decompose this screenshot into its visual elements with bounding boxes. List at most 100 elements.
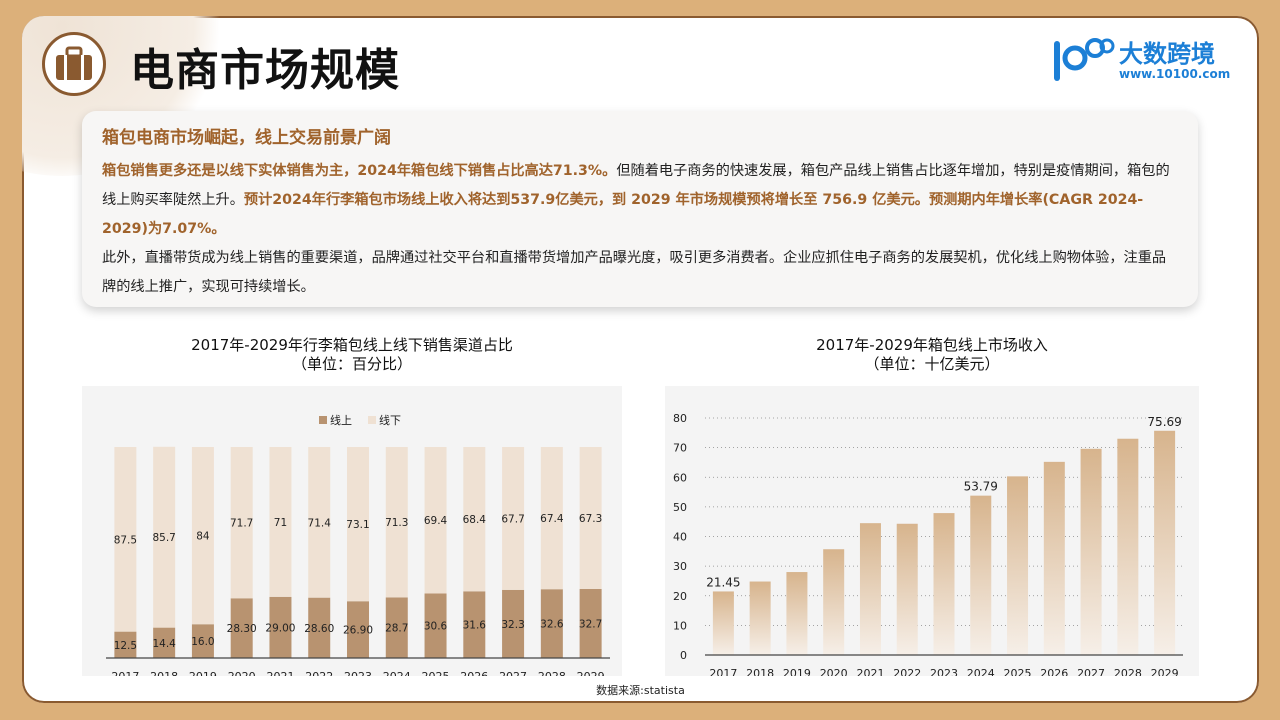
summary-highlight-2: 预计2024年行李箱包市场线上收入将达到537.9亿美元，到 2029 年市场规… xyxy=(102,192,1144,237)
data-label-线下-2023: 73.1 xyxy=(346,519,369,531)
x-tick-2020: 2020 xyxy=(820,667,848,676)
chart2-title-block: 2017年-2029年箱包线上市场收入 （单位：十亿美元） xyxy=(665,336,1199,374)
bar-线上-2026 xyxy=(463,591,486,658)
y-tick-20: 20 xyxy=(673,590,687,603)
y-tick-80: 80 xyxy=(673,412,687,425)
data-label-线上-2027: 32.3 xyxy=(501,619,524,631)
chart2-title: 2017年-2029年箱包线上市场收入 xyxy=(816,336,1048,354)
data-label-线下-2017: 87.5 xyxy=(114,534,137,546)
legend-swatch-线上 xyxy=(319,416,327,424)
bar-revenue-2029 xyxy=(1154,430,1176,655)
logo-url: www.10100.com xyxy=(1119,67,1231,81)
x-tick-2029: 2029 xyxy=(577,670,605,676)
x-tick-2029: 2029 xyxy=(1151,667,1179,676)
x-tick-2023: 2023 xyxy=(930,667,958,676)
legend-swatch-线下 xyxy=(368,416,376,424)
data-label-线下-2021: 71 xyxy=(274,517,287,529)
summary-paragraph-1: 箱包销售更多还是以线下实体销售为主，2024年箱包线下销售占比高达71.3%。但… xyxy=(102,157,1178,244)
data-label-线下-2018: 85.7 xyxy=(152,532,175,544)
data-source: 数据来源:statista xyxy=(596,684,685,697)
data-label-线上-2022: 28.60 xyxy=(304,623,334,635)
data-label-revenue-2024: 53.79 xyxy=(964,480,998,494)
x-tick-2028: 2028 xyxy=(538,670,566,676)
y-tick-40: 40 xyxy=(673,531,687,544)
data-label-线下-2025: 69.4 xyxy=(424,515,448,527)
slide-frame: 电商市场规模 大数跨境 www.10100.com 箱包电商市场崛起，线上交易前… xyxy=(22,16,1259,703)
suitcase-icon xyxy=(42,32,106,96)
x-tick-2027: 2027 xyxy=(499,670,527,676)
y-tick-0: 0 xyxy=(680,649,687,662)
y-tick-70: 70 xyxy=(673,442,687,455)
x-tick-2022: 2022 xyxy=(893,667,921,676)
data-label-线上-2025: 30.6 xyxy=(424,621,448,633)
data-label-revenue-2017: 21.45 xyxy=(706,575,740,589)
bar-线上-2022 xyxy=(308,597,331,658)
data-label-线下-2026: 68.4 xyxy=(463,514,487,526)
data-label-线下-2019: 84 xyxy=(196,531,210,543)
bar-线下-2029 xyxy=(579,447,602,590)
data-label-线上-2023: 26.90 xyxy=(343,625,373,637)
x-tick-2019: 2019 xyxy=(189,670,217,676)
data-label-线下-2028: 67.4 xyxy=(540,513,564,525)
bar-线下-2026 xyxy=(463,447,486,592)
x-tick-2026: 2026 xyxy=(460,670,488,676)
bar-revenue-2022 xyxy=(896,523,918,655)
bar-线上-2020 xyxy=(230,598,253,658)
bar-revenue-2026 xyxy=(1043,461,1065,655)
data-label-线上-2028: 32.6 xyxy=(540,619,564,631)
chart1-title-block: 2017年-2029年行李箱包线上线下销售渠道占比 （单位：百分比） xyxy=(82,336,622,374)
x-tick-2021: 2021 xyxy=(266,670,294,676)
x-tick-2026: 2026 xyxy=(1040,667,1068,676)
x-tick-2028: 2028 xyxy=(1114,667,1142,676)
page-title: 电商市场规模 xyxy=(130,45,400,96)
bar-线下-2022 xyxy=(308,447,331,598)
x-tick-2025: 2025 xyxy=(1004,667,1032,676)
summary-highlight-1: 箱包销售更多还是以线下实体销售为主，2024年箱包线下销售占比高达71.3%。 xyxy=(102,163,617,179)
chart1-panel: 线上 线下 12.5 87.5 2017 14.4 85.7 2018 16.0 84 2019 28… xyxy=(82,386,622,683)
x-tick-2017: 2017 xyxy=(709,667,737,676)
bar-线下-2025 xyxy=(424,447,447,594)
logo-name: 大数跨境 xyxy=(1119,40,1215,68)
bar-线下-2018 xyxy=(153,446,176,628)
x-tick-2018: 2018 xyxy=(746,667,774,676)
online-revenue-chart: 0 10 20 30 40 50 60 70 80 21.45 2017 2018 2019 2020 20… xyxy=(673,412,1183,680)
bar-revenue-2028 xyxy=(1117,438,1139,655)
chart2-panel: 0 10 20 30 40 50 60 70 80 21.45 2017 2018 2019 2020 20… xyxy=(665,386,1199,680)
x-tick-2021: 2021 xyxy=(856,667,884,676)
bar-线下-2017 xyxy=(114,447,137,632)
x-tick-2020: 2020 xyxy=(228,670,256,676)
y-tick-10: 10 xyxy=(673,619,687,632)
brand-logo: 大数跨境 www.10100.com xyxy=(1049,34,1239,86)
channel-share-chart: 线上 线下 12.5 87.5 2017 14.4 85.7 2018 16.0 84 2019 28… xyxy=(106,413,610,683)
legend-label-线下: 线下 xyxy=(379,413,401,427)
bar-线上-2023 xyxy=(347,601,369,658)
x-tick-2025: 2025 xyxy=(422,670,450,676)
bar-线上-2018 xyxy=(153,627,176,658)
x-tick-2019: 2019 xyxy=(783,667,811,676)
data-label-线下-2020: 71.7 xyxy=(230,518,253,530)
x-tick-2017: 2017 xyxy=(111,670,139,676)
bar-线下-2028 xyxy=(540,447,563,590)
bar-线下-2021 xyxy=(269,447,292,597)
logo-mark-icon xyxy=(1054,38,1115,81)
bar-revenue-2023 xyxy=(933,513,955,655)
bar-线下-2019 xyxy=(191,447,214,625)
y-tick-60: 60 xyxy=(673,471,687,484)
bar-revenue-2020 xyxy=(823,549,845,655)
data-label-线上-2024: 28.7 xyxy=(385,623,408,635)
x-tick-2024: 2024 xyxy=(383,670,411,676)
bar-线下-2024 xyxy=(385,447,408,598)
bar-revenue-2025 xyxy=(1007,476,1029,655)
data-label-线下-2029: 67.3 xyxy=(579,513,602,525)
chart1-title: 2017年-2029年行李箱包线上线下销售渠道占比 xyxy=(191,336,513,354)
y-tick-30: 30 xyxy=(673,560,687,573)
bar-线上-2028 xyxy=(540,589,563,658)
bar-线下-2027 xyxy=(502,447,525,590)
bar-线上-2027 xyxy=(502,589,525,658)
bar-线上-2017 xyxy=(114,631,137,658)
bar-revenue-2024 xyxy=(970,495,992,655)
summary-card: 箱包电商市场崛起，线上交易前景广阔 箱包销售更多还是以线下实体销售为主，2024… xyxy=(82,111,1198,307)
bar-线下-2020 xyxy=(230,447,253,599)
summary-paragraph-2: 此外，直播带货成为线上销售的重要渠道，品牌通过社交平台和直播带货增加产品曝光度，… xyxy=(102,250,1167,295)
x-tick-2018: 2018 xyxy=(150,670,178,676)
